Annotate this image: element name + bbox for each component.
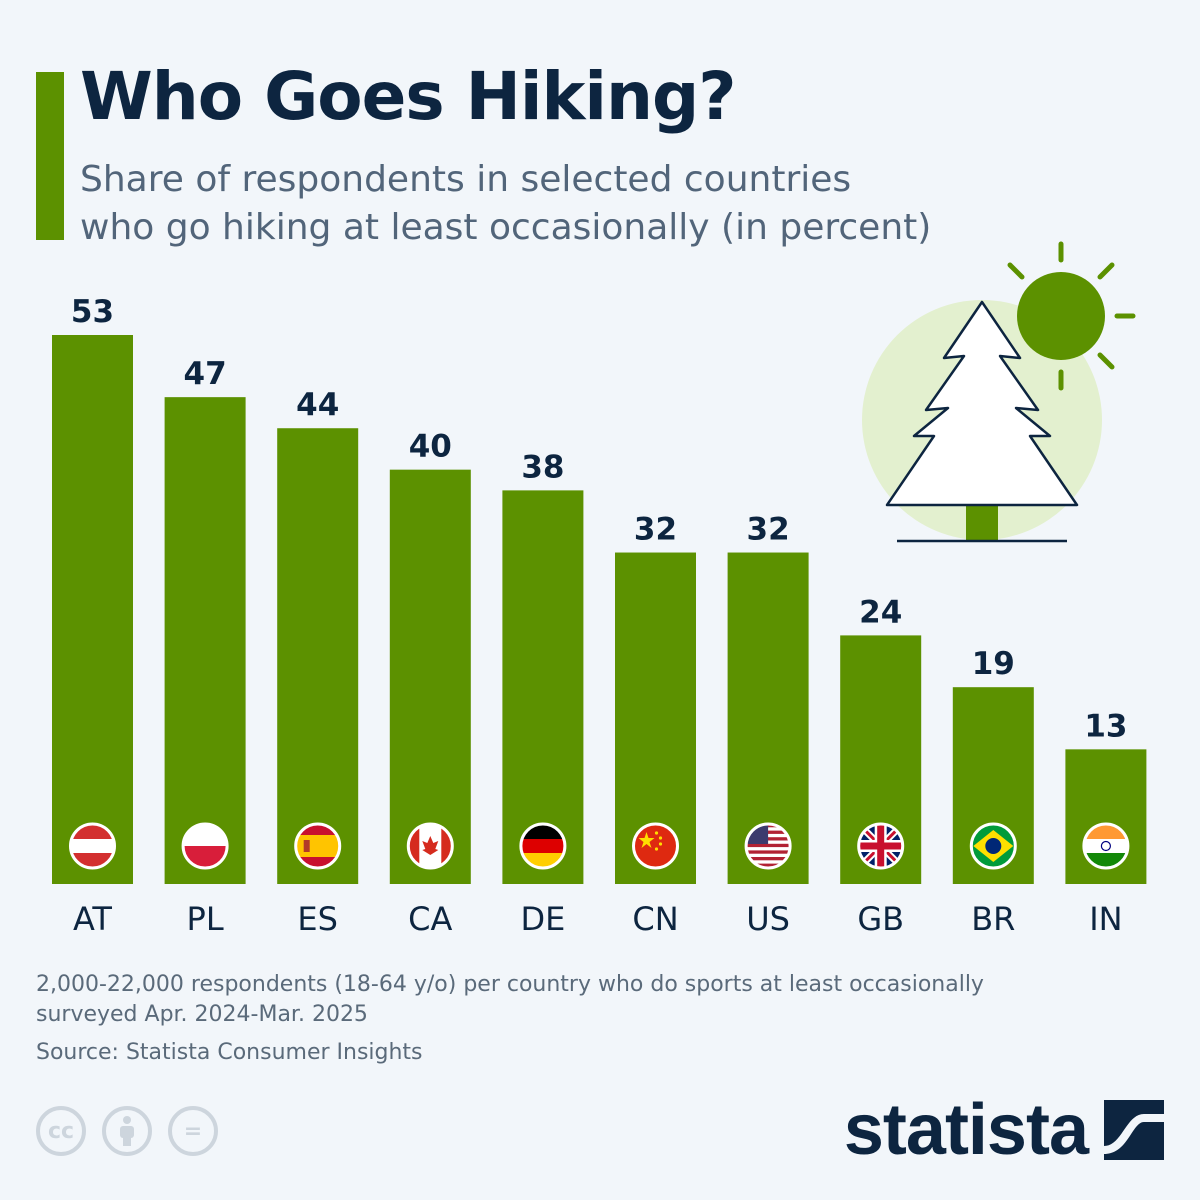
no-derivatives-icon[interactable]: =	[168, 1106, 218, 1156]
tick-label-de: DE	[520, 900, 565, 938]
data-label-ca: 40	[409, 429, 452, 465]
attribution-icon[interactable]	[102, 1106, 152, 1156]
bar-at	[52, 335, 133, 884]
tree-icon	[885, 300, 1079, 543]
tick-label-ca: CA	[408, 900, 452, 938]
tick-label-at: AT	[73, 900, 112, 938]
bar-ca	[389, 469, 471, 884]
tick-label-es: ES	[297, 900, 338, 938]
tick-label-in: IN	[1089, 900, 1122, 938]
data-label-es: 44	[296, 387, 339, 423]
tick-label-cn: CN	[632, 900, 678, 938]
data-label-us: 32	[747, 512, 790, 548]
bar-es	[277, 428, 359, 884]
tick-label-br: BR	[971, 900, 1015, 938]
license-icons: cc =	[36, 1106, 218, 1156]
spain-flag-icon	[294, 822, 342, 870]
note-line-2: surveyed Apr. 2024-Mar. 2025	[36, 1002, 368, 1027]
china-flag-icon	[632, 822, 679, 870]
germany-flag-icon	[519, 822, 567, 870]
source-note: Source: Statista Consumer Insights	[36, 1040, 423, 1065]
poland-flag-icon	[181, 822, 229, 870]
tick-label-us: US	[746, 900, 790, 938]
title-accent-bar	[36, 72, 64, 240]
chart-subtitle: Share of respondents in selected countri…	[80, 156, 931, 252]
data-label-br: 19	[972, 646, 1015, 682]
bars: 53 AT 47 PL 44 ES 40 CA 38 DE 32 CN 32 US 24 GB 19 BR 13 IN	[52, 294, 1147, 938]
chart-title: Who Goes Hiking?	[80, 58, 737, 135]
survey-notes: 2,000-22,000 respondents (18-64 y/o) per…	[36, 970, 984, 1030]
hiking-illustration	[862, 241, 1136, 543]
bar-de	[502, 490, 584, 884]
note-line-1: 2,000-22,000 respondents (18-64 y/o) per…	[36, 972, 984, 997]
usa-flag-icon	[744, 822, 792, 870]
data-label-in: 13	[1084, 708, 1127, 744]
subtitle-line-2: who go hiking at least occasionally (in …	[80, 207, 932, 248]
tick-label-pl: PL	[187, 900, 224, 938]
creative-commons-icon[interactable]: cc	[36, 1106, 86, 1156]
brand-name: statista	[843, 1090, 1089, 1170]
data-label-gb: 24	[859, 594, 902, 630]
data-label-cn: 32	[634, 512, 677, 548]
statista-logo[interactable]: statista	[844, 1094, 1164, 1166]
bar-pl	[164, 397, 246, 884]
data-label-pl: 47	[184, 356, 227, 392]
subtitle-line-1: Share of respondents in selected countri…	[80, 159, 852, 200]
statista-mark-icon	[1104, 1100, 1164, 1160]
canada-flag-icon	[406, 822, 454, 870]
uk-flag-icon	[857, 822, 905, 870]
india-flag-icon	[1082, 822, 1130, 870]
austria-flag-icon	[69, 822, 116, 870]
brazil-flag-icon	[969, 822, 1017, 870]
sun-icon	[1007, 241, 1136, 391]
tick-label-gb: GB	[857, 900, 904, 938]
data-label-de: 38	[521, 449, 564, 485]
data-label-at: 53	[71, 294, 114, 330]
